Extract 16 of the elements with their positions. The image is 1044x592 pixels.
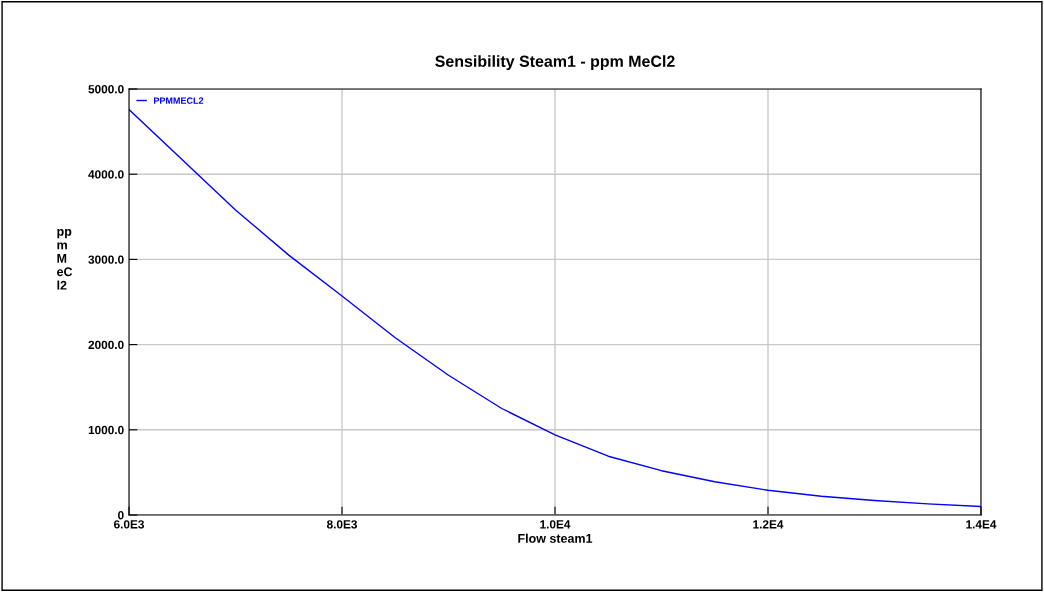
- x-tick-label: 1.2E4: [753, 520, 784, 529]
- x-tick-label: 1.4E4: [966, 520, 997, 529]
- y-tick-label: 1000.0: [88, 425, 124, 435]
- x-tick-label: 1.0E4: [540, 520, 571, 529]
- x-tick-label: 6.0E3: [114, 520, 144, 529]
- y-tick-label: 0: [118, 511, 124, 520]
- legend-label: PPMMECL2: [153, 97, 204, 104]
- y-tick-label: 2000.0: [88, 340, 124, 349]
- y-tick-label: 4000.0: [88, 170, 124, 179]
- x-tick-label: 8.0E3: [326, 520, 357, 529]
- chart-title: Sensibility Steam1 - ppm MeCl2: [435, 55, 675, 71]
- y-axis-title: pp m M eC l2: [57, 228, 73, 290]
- y-tick-label: 3000.0: [88, 255, 124, 264]
- line-series: [129, 108, 981, 508]
- x-axis-title: Flow steam1: [518, 533, 593, 543]
- y-tick-label: 5000.0: [88, 85, 124, 94]
